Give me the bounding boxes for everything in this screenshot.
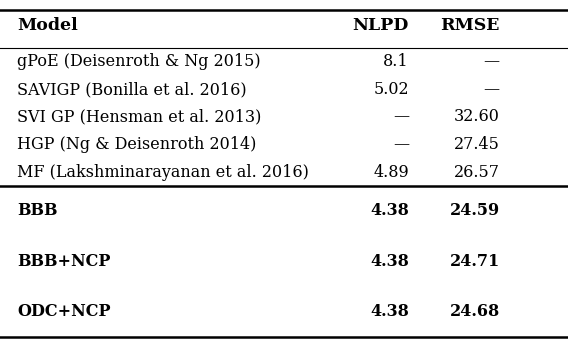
Text: BBB: BBB <box>17 203 57 219</box>
Text: 4.89: 4.89 <box>373 163 409 181</box>
Text: —: — <box>484 81 500 98</box>
Text: 4.38: 4.38 <box>370 253 409 270</box>
Text: MF (Lakshminarayanan et al. 2016): MF (Lakshminarayanan et al. 2016) <box>17 163 309 181</box>
Text: BBB+NCP: BBB+NCP <box>17 253 110 270</box>
Text: ODC+NCP: ODC+NCP <box>17 303 111 320</box>
Text: —: — <box>484 53 500 71</box>
Text: Model: Model <box>17 17 78 34</box>
Text: gPoE (Deisenroth & Ng 2015): gPoE (Deisenroth & Ng 2015) <box>17 53 261 71</box>
Text: 24.71: 24.71 <box>450 253 500 270</box>
Text: —: — <box>393 108 409 126</box>
Text: 26.57: 26.57 <box>454 163 500 181</box>
Text: —: — <box>393 136 409 153</box>
Text: 27.45: 27.45 <box>454 136 500 153</box>
Text: 32.60: 32.60 <box>454 108 500 126</box>
Text: SAVIGP (Bonilla et al. 2016): SAVIGP (Bonilla et al. 2016) <box>17 81 247 98</box>
Text: 4.38: 4.38 <box>370 203 409 219</box>
Text: HGP (Ng & Deisenroth 2014): HGP (Ng & Deisenroth 2014) <box>17 136 256 153</box>
Text: NLPD: NLPD <box>353 17 409 34</box>
Text: 24.59: 24.59 <box>450 203 500 219</box>
Text: 5.02: 5.02 <box>373 81 409 98</box>
Text: 4.38: 4.38 <box>370 303 409 320</box>
Text: 24.68: 24.68 <box>450 303 500 320</box>
Text: 8.1: 8.1 <box>383 53 409 71</box>
Text: RMSE: RMSE <box>440 17 500 34</box>
Text: SVI GP (Hensman et al. 2013): SVI GP (Hensman et al. 2013) <box>17 108 261 126</box>
